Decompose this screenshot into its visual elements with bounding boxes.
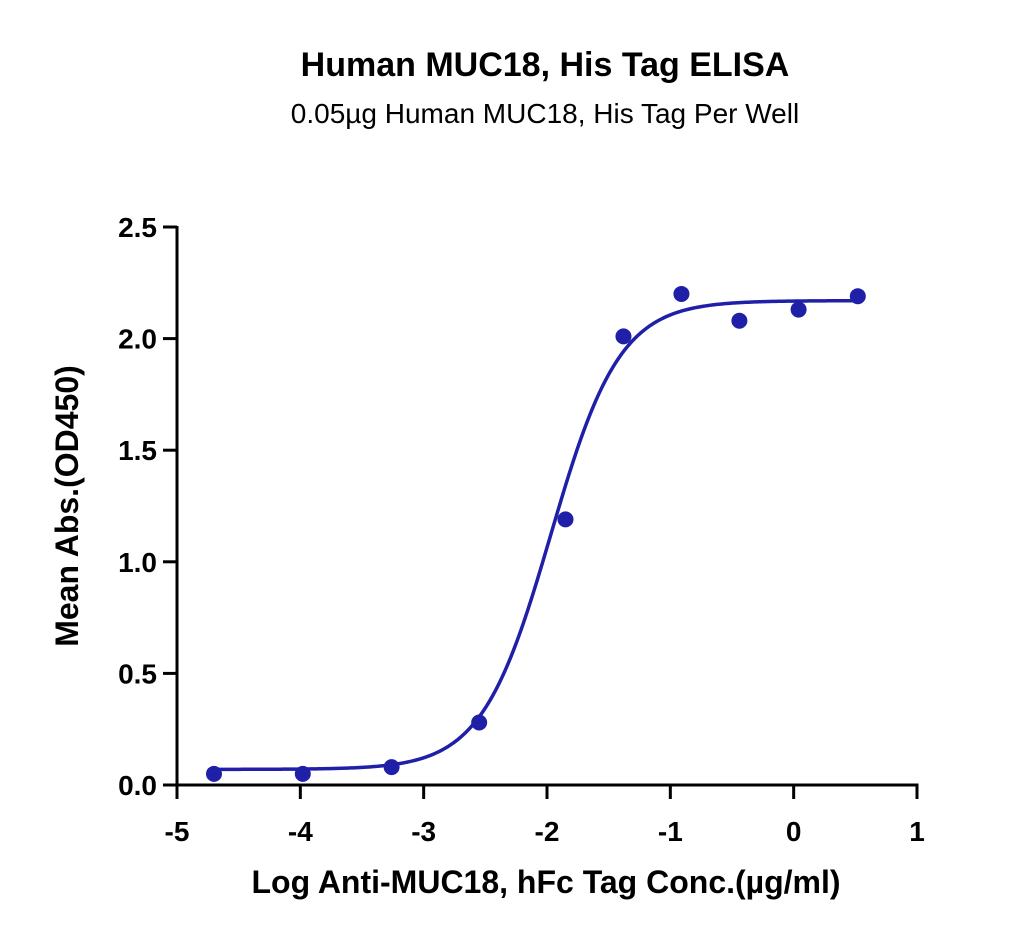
x-tick-label: -3: [411, 816, 436, 847]
data-point: [731, 312, 748, 329]
x-tick-label: 1: [909, 816, 925, 847]
data-point: [790, 301, 807, 318]
data-point: [294, 765, 311, 782]
y-tick-label: 2.5: [118, 212, 157, 243]
x-tick-label: -1: [658, 816, 683, 847]
data-point: [471, 714, 488, 731]
x-tick-label: -4: [288, 816, 313, 847]
data-point: [383, 759, 400, 776]
x-tick-label: 0: [786, 816, 802, 847]
x-axis-ticks: -5 -4 -3 -2 -1 0 1: [165, 785, 925, 847]
data-point: [206, 765, 222, 782]
data-point: [615, 328, 632, 345]
y-axis-label: Mean Abs.(OD450): [49, 365, 85, 647]
data-point: [849, 288, 866, 305]
data-point: [557, 511, 574, 528]
chart-subtitle: 0.05µg Human MUC18, His Tag Per Well: [291, 98, 799, 129]
x-tick-label: -2: [535, 816, 560, 847]
fit-curve: [214, 298, 858, 772]
y-axis-ticks: 0.0 0.5 1.0 1.5 2.0 2.5: [118, 212, 177, 801]
fit-curve-layer: [214, 298, 858, 772]
x-axis-label: Log Anti-MUC18, hFc Tag Conc.(µg/ml): [251, 864, 840, 900]
y-tick-label: 1.5: [118, 435, 157, 466]
y-tick-label: 2.0: [118, 324, 157, 355]
data-points: [206, 285, 866, 782]
data-point: [673, 285, 690, 302]
y-tick-label: 1.0: [118, 547, 157, 578]
x-tick-label: -5: [165, 816, 190, 847]
axes: [175, 226, 919, 787]
y-tick-label: 0.5: [118, 658, 157, 689]
chart-title: Human MUC18, His Tag ELISA: [301, 46, 790, 84]
y-tick-label: 0.0: [118, 770, 157, 801]
